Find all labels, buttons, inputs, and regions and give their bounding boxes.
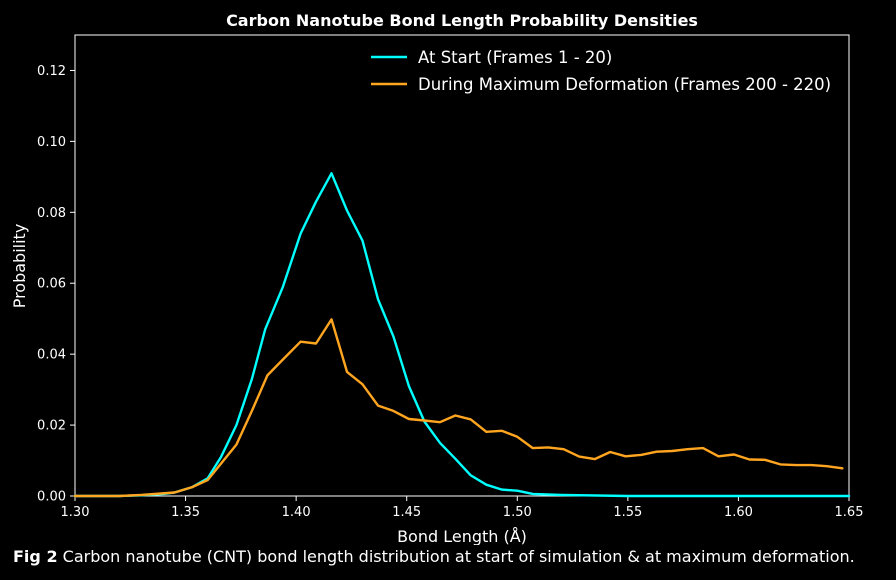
legend-label: At Start (Frames 1 - 20) [418, 48, 612, 67]
legend-label: During Maximum Deformation (Frames 200 -… [418, 75, 831, 94]
y-tick-label: 0.12 [37, 64, 66, 79]
y-axis-label: Probability [10, 224, 29, 309]
x-tick-label: 1.50 [503, 505, 532, 520]
series-line-max-deformation [73, 318, 844, 498]
x-tick-label: 1.55 [613, 505, 642, 520]
x-axis: 1.30 1.35 1.40 1.45 1.50 1.55 1.60 1.65 [61, 496, 864, 520]
y-tick-label: 0.02 [37, 419, 66, 434]
x-tick-label: 1.65 [835, 505, 864, 520]
caption-text: Carbon nanotube (CNT) bond length distri… [57, 547, 855, 566]
x-tick-label: 1.35 [171, 505, 200, 520]
x-tick-label: 1.30 [61, 505, 90, 520]
y-tick-label: 0.04 [37, 348, 66, 363]
y-tick-label: 0.08 [37, 206, 66, 221]
y-tick-label: 0.00 [37, 490, 66, 505]
chart-title: Carbon Nanotube Bond Length Probability … [226, 11, 698, 30]
y-tick-label: 0.06 [37, 277, 66, 292]
figure-caption: Fig 2 Carbon nanotube (CNT) bond length … [13, 547, 893, 566]
legend: At Start (Frames 1 - 20) During Maximum D… [371, 48, 831, 94]
y-axis: 0.00 0.02 0.04 0.06 0.08 0.10 0.12 [37, 64, 75, 505]
caption-label: Fig 2 [13, 547, 58, 566]
bond-length-chart: Carbon Nanotube Bond Length Probability … [10, 11, 864, 545]
x-tick-label: 1.40 [282, 505, 311, 520]
x-tick-label: 1.45 [392, 505, 421, 520]
y-tick-label: 0.10 [37, 135, 66, 150]
plot-area [74, 34, 850, 497]
series-layer [73, 172, 851, 498]
x-axis-label: Bond Length (Å) [397, 527, 527, 545]
x-tick-label: 1.60 [724, 505, 753, 520]
